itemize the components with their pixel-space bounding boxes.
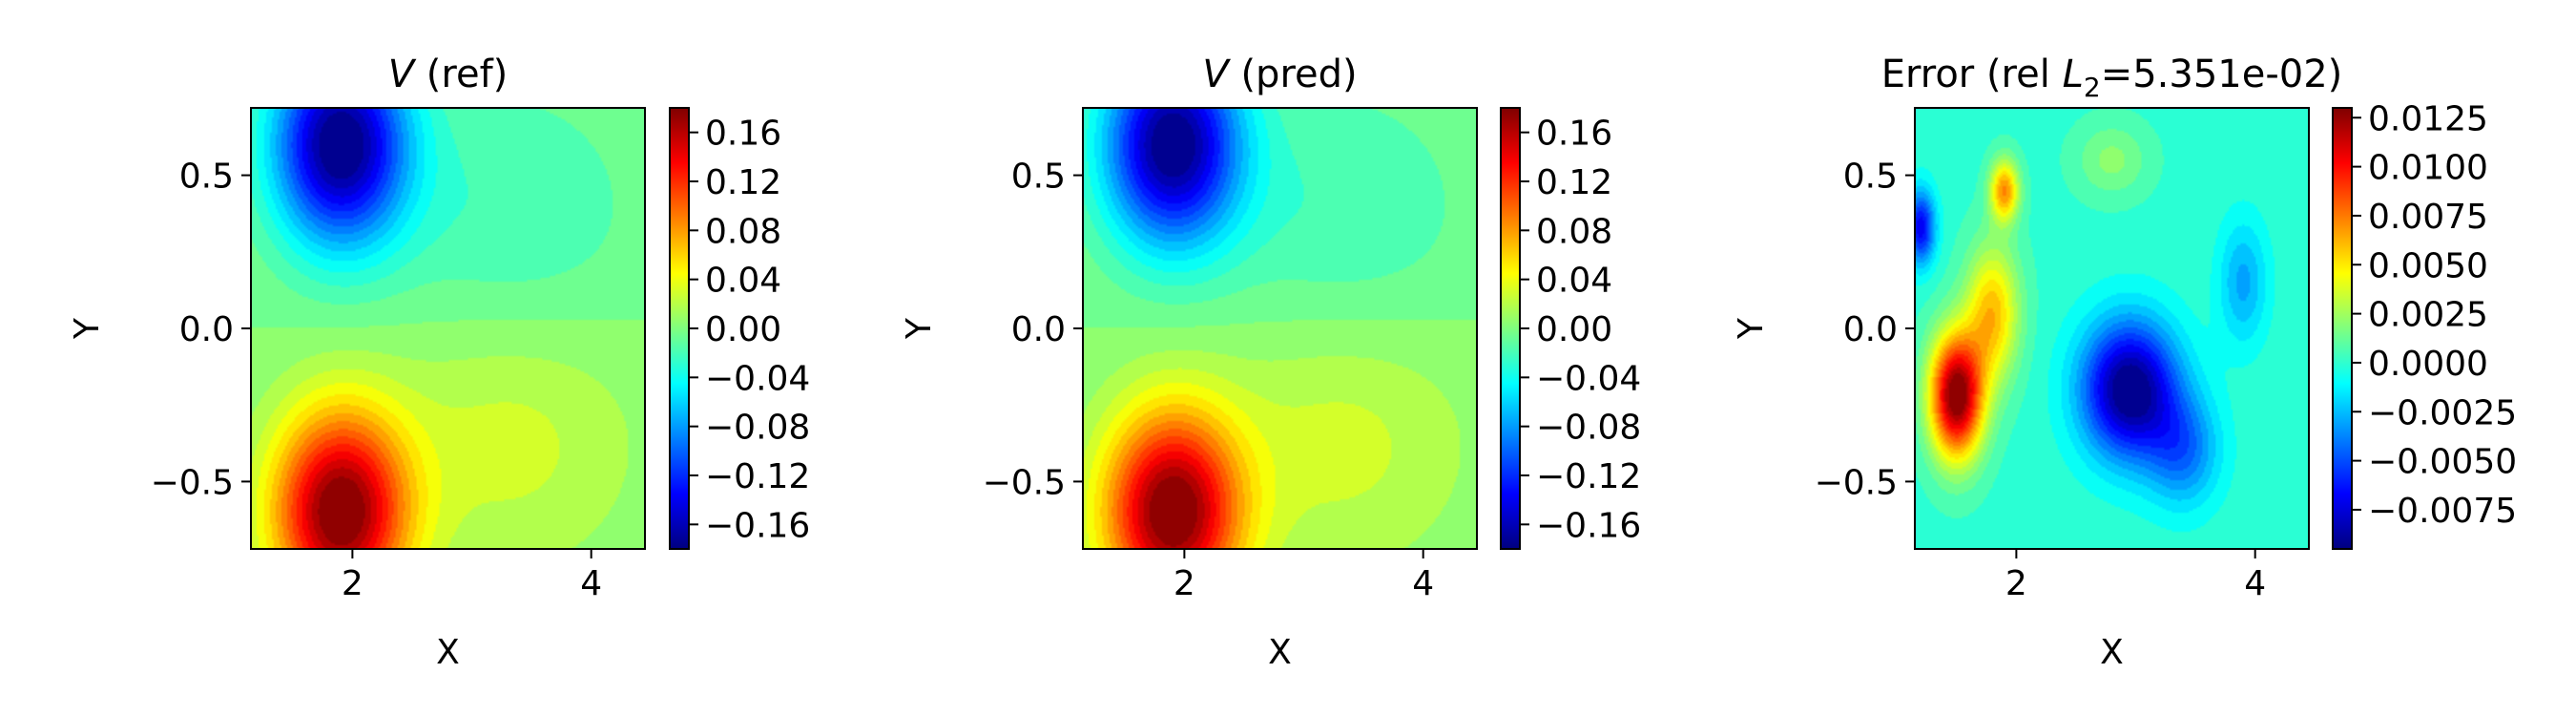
colorbar-tick-label: −0.08 bbox=[1536, 409, 1641, 448]
colorbar-tick-label: 0.0100 bbox=[2368, 149, 2488, 188]
colorbar-tick-label: −0.08 bbox=[705, 409, 810, 448]
y-tick-label: 0.0 bbox=[179, 310, 234, 349]
title-symbol: L bbox=[2063, 53, 2084, 96]
x-tick-label: 2 bbox=[1174, 564, 1195, 603]
x-tick-label: 4 bbox=[580, 564, 602, 603]
colorbar-tick-label: 0.16 bbox=[1536, 115, 1612, 154]
title-symbol: V bbox=[388, 53, 417, 96]
colorbar-tick-label: −0.12 bbox=[705, 457, 810, 496]
colorbar-tick-label: −0.0075 bbox=[2368, 492, 2517, 531]
colorbar-tick-label: 0.04 bbox=[1536, 262, 1612, 301]
colorbar bbox=[1501, 108, 1520, 549]
heatmap-image bbox=[251, 108, 645, 549]
y-tick-label: 0.0 bbox=[1843, 310, 1898, 349]
colorbar-tick-label: −0.16 bbox=[705, 506, 810, 545]
colorbar-tick-label: −0.0050 bbox=[2368, 443, 2517, 482]
colorbar-tick-label: −0.16 bbox=[1536, 506, 1641, 545]
y-axis-label: Y bbox=[900, 317, 939, 340]
title-value: =5.351e-02) bbox=[2101, 53, 2343, 96]
y-tick-label: 0.5 bbox=[1011, 158, 1066, 197]
colorbar-tick-label: 0.0125 bbox=[2368, 99, 2488, 138]
colorbar-tick-label: −0.0025 bbox=[2368, 393, 2517, 432]
y-tick-label: 0.0 bbox=[1011, 310, 1066, 349]
x-tick-label: 4 bbox=[2244, 564, 2266, 603]
colorbar-tick-label: 0.0025 bbox=[2368, 296, 2488, 335]
panel-title: Error (rel L2=5.351e-02) bbox=[1881, 53, 2343, 103]
colorbar-tick-label: 0.04 bbox=[705, 262, 781, 301]
title-rest: (pred) bbox=[1229, 53, 1358, 96]
colorbar-tick-label: 0.00 bbox=[1536, 310, 1612, 349]
colorbar-tick-label: −0.12 bbox=[1536, 457, 1641, 496]
panel-title: V (pred) bbox=[1202, 53, 1357, 96]
panel-title: V (ref) bbox=[388, 53, 509, 96]
title-symbol: V bbox=[1202, 53, 1231, 96]
colorbar-tick-label: 0.0000 bbox=[2368, 345, 2488, 384]
title-prefix: Error (rel bbox=[1881, 53, 2063, 96]
colorbar-tick-label: −0.04 bbox=[705, 359, 810, 398]
x-tick-label: 2 bbox=[2005, 564, 2027, 603]
colorbar bbox=[670, 108, 689, 549]
y-axis-label: Y bbox=[68, 317, 107, 340]
colorbar-tick-label: 0.12 bbox=[1536, 163, 1612, 202]
y-tick-label: −0.5 bbox=[1815, 463, 1898, 502]
chart-panel-3: Error (rel L2=5.351e-02)2 40.50.0−0.5XY0.… bbox=[1732, 53, 2517, 672]
colorbar-tick-label: 0.0050 bbox=[2368, 246, 2488, 285]
colorbar-tick-label: 0.12 bbox=[705, 163, 781, 202]
heatmap-image bbox=[1915, 108, 2309, 549]
title-rest: (ref) bbox=[414, 53, 508, 96]
colorbar-tick-label: 0.00 bbox=[705, 310, 781, 349]
colorbar-tick-label: 0.0075 bbox=[2368, 198, 2488, 237]
y-tick-label: −0.5 bbox=[151, 463, 234, 502]
colorbar-frame bbox=[2332, 107, 2353, 550]
colorbar-tick-label: 0.08 bbox=[705, 212, 781, 251]
x-axis-label: X bbox=[2100, 633, 2124, 672]
title-subscript: 2 bbox=[2084, 72, 2101, 103]
x-tick-label: 2 bbox=[342, 564, 364, 603]
colorbar bbox=[2333, 108, 2352, 549]
x-axis-label: X bbox=[436, 633, 460, 672]
y-tick-label: −0.5 bbox=[983, 463, 1066, 502]
chart-panel-2: V (pred) 2 4 0.5 0.0 −0.5 X Y 0.16 0.12 0.08 0.04 0.… bbox=[900, 53, 1641, 672]
colorbar-tick-label: −0.04 bbox=[1536, 359, 1641, 398]
chart-panel-1: V (ref) 2 4 0.5 0.0 −0.5 X Y 0.16 0.12 0.08 0.04 0.0… bbox=[68, 53, 810, 672]
heatmap-image bbox=[1083, 108, 1477, 549]
colorbar-tick-label: 0.16 bbox=[705, 115, 781, 154]
x-tick-label: 4 bbox=[1412, 564, 1434, 603]
colorbar-tick-label: 0.08 bbox=[1536, 212, 1612, 251]
y-axis-label: Y bbox=[1732, 317, 1771, 340]
x-axis-label: X bbox=[1268, 633, 1292, 672]
y-tick-label: 0.5 bbox=[179, 158, 234, 197]
y-tick-label: 0.5 bbox=[1843, 158, 1898, 197]
